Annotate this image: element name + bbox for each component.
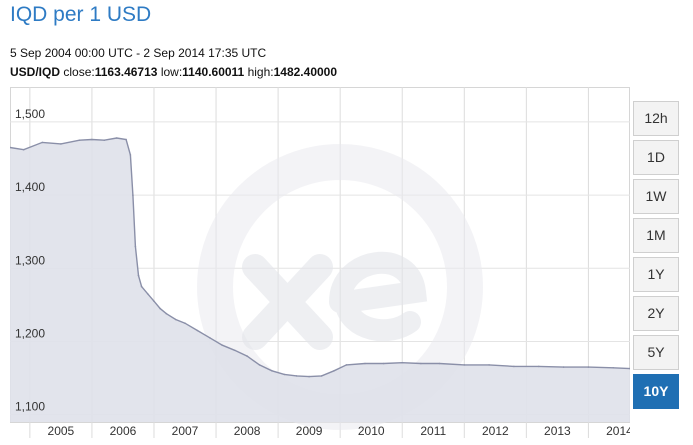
data-point [246, 355, 248, 357]
data-point [345, 364, 348, 366]
data-point [103, 139, 106, 141]
data-point [320, 375, 323, 377]
data-point [184, 322, 186, 324]
data-point [420, 362, 422, 365]
data-point [438, 362, 441, 365]
range-button-12h[interactable]: 12h [633, 101, 679, 136]
data-point [10, 146, 11, 149]
data-point [115, 137, 118, 139]
series-area [10, 138, 630, 422]
low-label: low: [160, 65, 183, 79]
data-point [629, 367, 630, 370]
close-value: 1163.46713 [94, 65, 158, 79]
range-button-5y[interactable]: 5Y [633, 335, 679, 370]
range-button-1m[interactable]: 1M [633, 218, 679, 253]
y-tick-label: 1,300 [15, 253, 45, 267]
x-tick-label: 2009 [296, 424, 323, 438]
data-point [209, 337, 211, 339]
data-point [132, 194, 134, 196]
data-point [78, 139, 81, 141]
x-tick-label: 2008 [234, 424, 261, 438]
data-point [60, 143, 62, 145]
data-point [221, 344, 224, 347]
data-point [159, 307, 161, 310]
x-tick-label: 2014 [606, 424, 630, 438]
x-tick-label: 2012 [482, 424, 509, 438]
high-value: 1482.40000 [273, 65, 338, 79]
y-tick-label: 1,200 [15, 326, 45, 340]
data-point [612, 367, 614, 369]
data-point [125, 138, 127, 141]
date-range-text: 5 Sep 2004 00:00 UTC - 2 Sep 2014 17:35 … [10, 46, 267, 60]
x-tick-label: 2010 [358, 424, 385, 438]
data-point [488, 364, 490, 366]
close-label: close: [63, 65, 95, 79]
data-point [538, 365, 540, 368]
data-point [153, 300, 155, 302]
stats-line: USD/IQD close:1163.46713 low:1140.60011 … [10, 65, 337, 79]
y-tick-label: 1,100 [15, 400, 45, 414]
data-point [41, 141, 44, 144]
range-button-2y[interactable]: 2Y [633, 296, 679, 331]
data-point [562, 366, 565, 368]
data-point [22, 148, 25, 151]
data-point [174, 318, 177, 321]
pair-label: USD/IQD [10, 65, 61, 79]
high-label: high: [247, 65, 274, 79]
data-point [364, 362, 366, 365]
range-button-1y[interactable]: 1Y [633, 257, 679, 292]
data-point [165, 312, 168, 315]
x-tick-label: 2006 [110, 424, 137, 438]
data-point [401, 361, 404, 364]
data-point [137, 274, 140, 277]
chart-series [10, 137, 630, 422]
x-tick-label: 2011 [420, 424, 446, 438]
series-line [10, 137, 630, 378]
x-axis-ticks: 2005 2006 2007 2008 2009 2010 2011 2012 2013 2014 [48, 424, 630, 438]
x-tick-label: 2007 [172, 424, 199, 438]
data-point [333, 370, 335, 372]
data-point [463, 364, 466, 366]
y-tick-label: 1,400 [15, 180, 45, 194]
data-point [382, 362, 385, 365]
data-point [271, 370, 273, 372]
x-tick-label: 2005 [48, 424, 75, 438]
page-title: IQD per 1 USD [10, 3, 152, 26]
data-point [308, 375, 310, 378]
data-point [91, 138, 93, 141]
data-point [134, 245, 137, 248]
data-point [233, 349, 236, 352]
data-point [258, 364, 261, 366]
data-point [196, 329, 199, 332]
range-button-group: 12h 1D 1W 1M 1Y 2Y 5Y 10Y [633, 101, 679, 413]
range-button-10y[interactable]: 10Y [633, 374, 679, 409]
chart[interactable]: 1,100 1,200 1,300 1,400 1,500 2005 2006 2007 20… [10, 87, 630, 442]
data-point [283, 373, 286, 376]
data-point [587, 366, 590, 368]
low-value: 1140.60011 [182, 65, 245, 79]
y-axis-ticks: 1,100 1,200 1,300 1,400 1,500 [15, 107, 45, 414]
data-point [295, 375, 298, 377]
data-point [129, 154, 132, 156]
data-point [140, 285, 143, 288]
y-tick-label: 1,500 [15, 107, 45, 121]
range-button-1d[interactable]: 1D [633, 140, 679, 175]
x-tick-label: 2013 [544, 424, 571, 438]
data-point [147, 293, 149, 295]
range-button-1w[interactable]: 1W [633, 179, 679, 214]
data-point [513, 365, 515, 368]
